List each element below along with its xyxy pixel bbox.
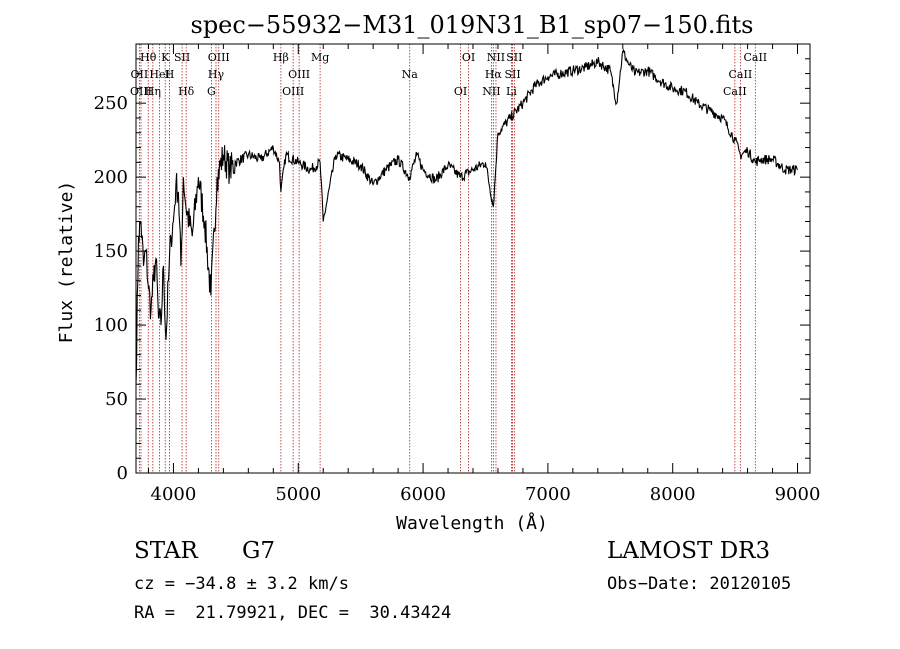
spectral-line-label: OIII — [288, 68, 310, 81]
object-subclass: G7 — [242, 538, 276, 564]
y-tick-label: 150 — [94, 241, 128, 262]
spectral-line-label: OIII — [130, 85, 152, 98]
observation-date: Obs−Date: 20120105 — [607, 574, 792, 594]
ra-dec-coordinates: RA = 21.79921, DEC = 30.43424 — [134, 603, 452, 623]
x-tick-label: 8000 — [650, 484, 696, 505]
spectral-line-label: NII — [487, 51, 505, 64]
spectral-line-label: Na — [402, 68, 419, 81]
y-axis-label: Flux (relative) — [56, 181, 77, 344]
x-tick-label: 6000 — [400, 484, 446, 505]
spectral-line-label: OIII — [282, 85, 304, 98]
spectral-line-label: SII — [504, 68, 520, 81]
spectral-line-label: SII — [174, 51, 190, 64]
x-tick-label: 7000 — [525, 484, 571, 505]
line-labels: HθOIIOIIIKHeIHηSIIHHδOIIIHγGHβOIIIOIIIMg… — [130, 51, 767, 98]
spectral-line-label: NII — [482, 85, 500, 98]
x-axis: 4000 5000 6000 7000 8000 9000 — [147, 44, 821, 505]
spectral-line-label: CaII — [743, 51, 767, 64]
spectral-line-label: H — [165, 68, 175, 81]
redshift-cz: cz = −34.8 ± 3.2 km/s — [134, 574, 349, 594]
spectral-line-label: CaII — [723, 85, 747, 98]
y-tick-label: 250 — [94, 93, 128, 114]
y-tick-label: 100 — [94, 315, 128, 336]
spectral-line-label: OI — [462, 51, 475, 64]
spectral-line-label: CaII — [729, 68, 753, 81]
spectral-line-label: Hη — [145, 85, 161, 98]
chart-title: spec−55932−M31_019N31_B1_sp07−150.fits — [191, 11, 754, 39]
spectral-line-label: HeI — [149, 68, 169, 81]
object-class: STAR — [134, 538, 198, 564]
y-tick-label: 200 — [94, 167, 128, 188]
spectral-line-label: OI — [454, 85, 467, 98]
spectral-line-label: Hγ — [208, 68, 225, 81]
survey-name: LAMOST DR3 — [607, 538, 771, 564]
y-tick-label: 50 — [105, 389, 128, 410]
spectral-line-label: Hα — [485, 68, 503, 81]
line-markers — [138, 44, 756, 473]
spectral-line-label: SII — [506, 51, 522, 64]
x-axis-label: Wavelength (Å) — [396, 512, 548, 534]
spectrum-series-line — [135, 48, 798, 385]
spectral-line-label: K — [161, 51, 170, 64]
spectral-line-label: Li — [506, 85, 517, 98]
x-tick-label: 4000 — [151, 484, 197, 505]
y-axis: 0 50 100 150 200 250 — [94, 58, 810, 484]
spectral-line-label: Hβ — [273, 51, 289, 64]
spectral-line-label: Hδ — [178, 85, 195, 98]
x-tick-label: 5000 — [275, 484, 321, 505]
spectral-line-label: G — [207, 85, 216, 98]
spectral-line-label: Mg — [311, 51, 329, 64]
spectral-line-label: Hθ — [140, 51, 157, 64]
x-tick-label: 9000 — [775, 484, 821, 505]
spectral-line-label: OII — [131, 68, 149, 81]
spectral-line-label: OIII — [208, 51, 230, 64]
y-tick-label: 0 — [117, 463, 128, 484]
